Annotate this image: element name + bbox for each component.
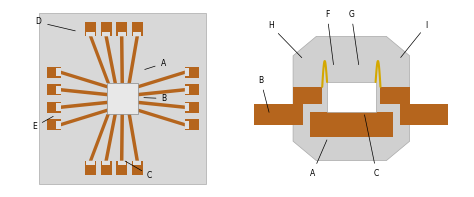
Bar [107,83,138,114]
Bar [102,32,110,36]
Bar [86,161,95,165]
Text: G: G [348,9,359,65]
Bar [185,85,189,94]
Bar [400,104,448,125]
Text: E: E [32,116,53,131]
Text: C: C [365,115,379,178]
Bar [46,85,61,95]
Text: C: C [125,161,152,180]
Bar [185,68,189,76]
Bar [39,13,206,184]
Polygon shape [61,109,107,126]
Bar [118,32,126,36]
Bar [116,22,127,36]
Bar [133,32,141,36]
Text: F: F [325,9,334,65]
Bar [86,32,95,36]
Bar [185,67,199,78]
Text: B: B [258,75,269,112]
Polygon shape [138,101,185,109]
Bar [118,161,126,165]
Bar [101,22,111,36]
Polygon shape [138,109,185,126]
Bar [46,67,61,78]
Bar [102,161,110,165]
Bar [185,103,189,112]
Bar [254,104,303,125]
Bar [185,119,199,130]
Polygon shape [61,71,107,88]
Bar [46,119,61,130]
Polygon shape [128,114,139,161]
Polygon shape [138,88,185,96]
Polygon shape [104,36,117,83]
Polygon shape [128,36,139,83]
Bar [56,85,61,94]
Polygon shape [138,71,185,88]
Bar [310,112,393,137]
Bar [116,161,127,175]
Text: H: H [268,21,302,58]
Text: B: B [144,94,167,103]
Polygon shape [293,87,322,125]
Bar [185,85,199,95]
Text: A: A [310,140,327,178]
Text: I: I [401,21,428,58]
Text: A: A [145,59,166,70]
Bar [132,161,143,175]
Polygon shape [89,36,110,83]
Bar [56,103,61,112]
Bar [85,22,96,36]
Polygon shape [120,114,124,161]
Bar [185,121,189,129]
Polygon shape [61,101,107,109]
Bar [85,161,96,175]
Polygon shape [61,88,107,96]
Bar [101,161,111,175]
Polygon shape [293,36,410,161]
Bar [327,82,375,112]
Polygon shape [120,36,124,83]
Bar [56,68,61,76]
Bar [56,121,61,129]
Polygon shape [89,114,110,161]
Polygon shape [104,114,117,161]
Bar [46,102,61,112]
Polygon shape [381,87,410,125]
Text: D: D [35,17,41,26]
Bar [133,161,141,165]
Bar [185,102,199,112]
Bar [132,22,143,36]
